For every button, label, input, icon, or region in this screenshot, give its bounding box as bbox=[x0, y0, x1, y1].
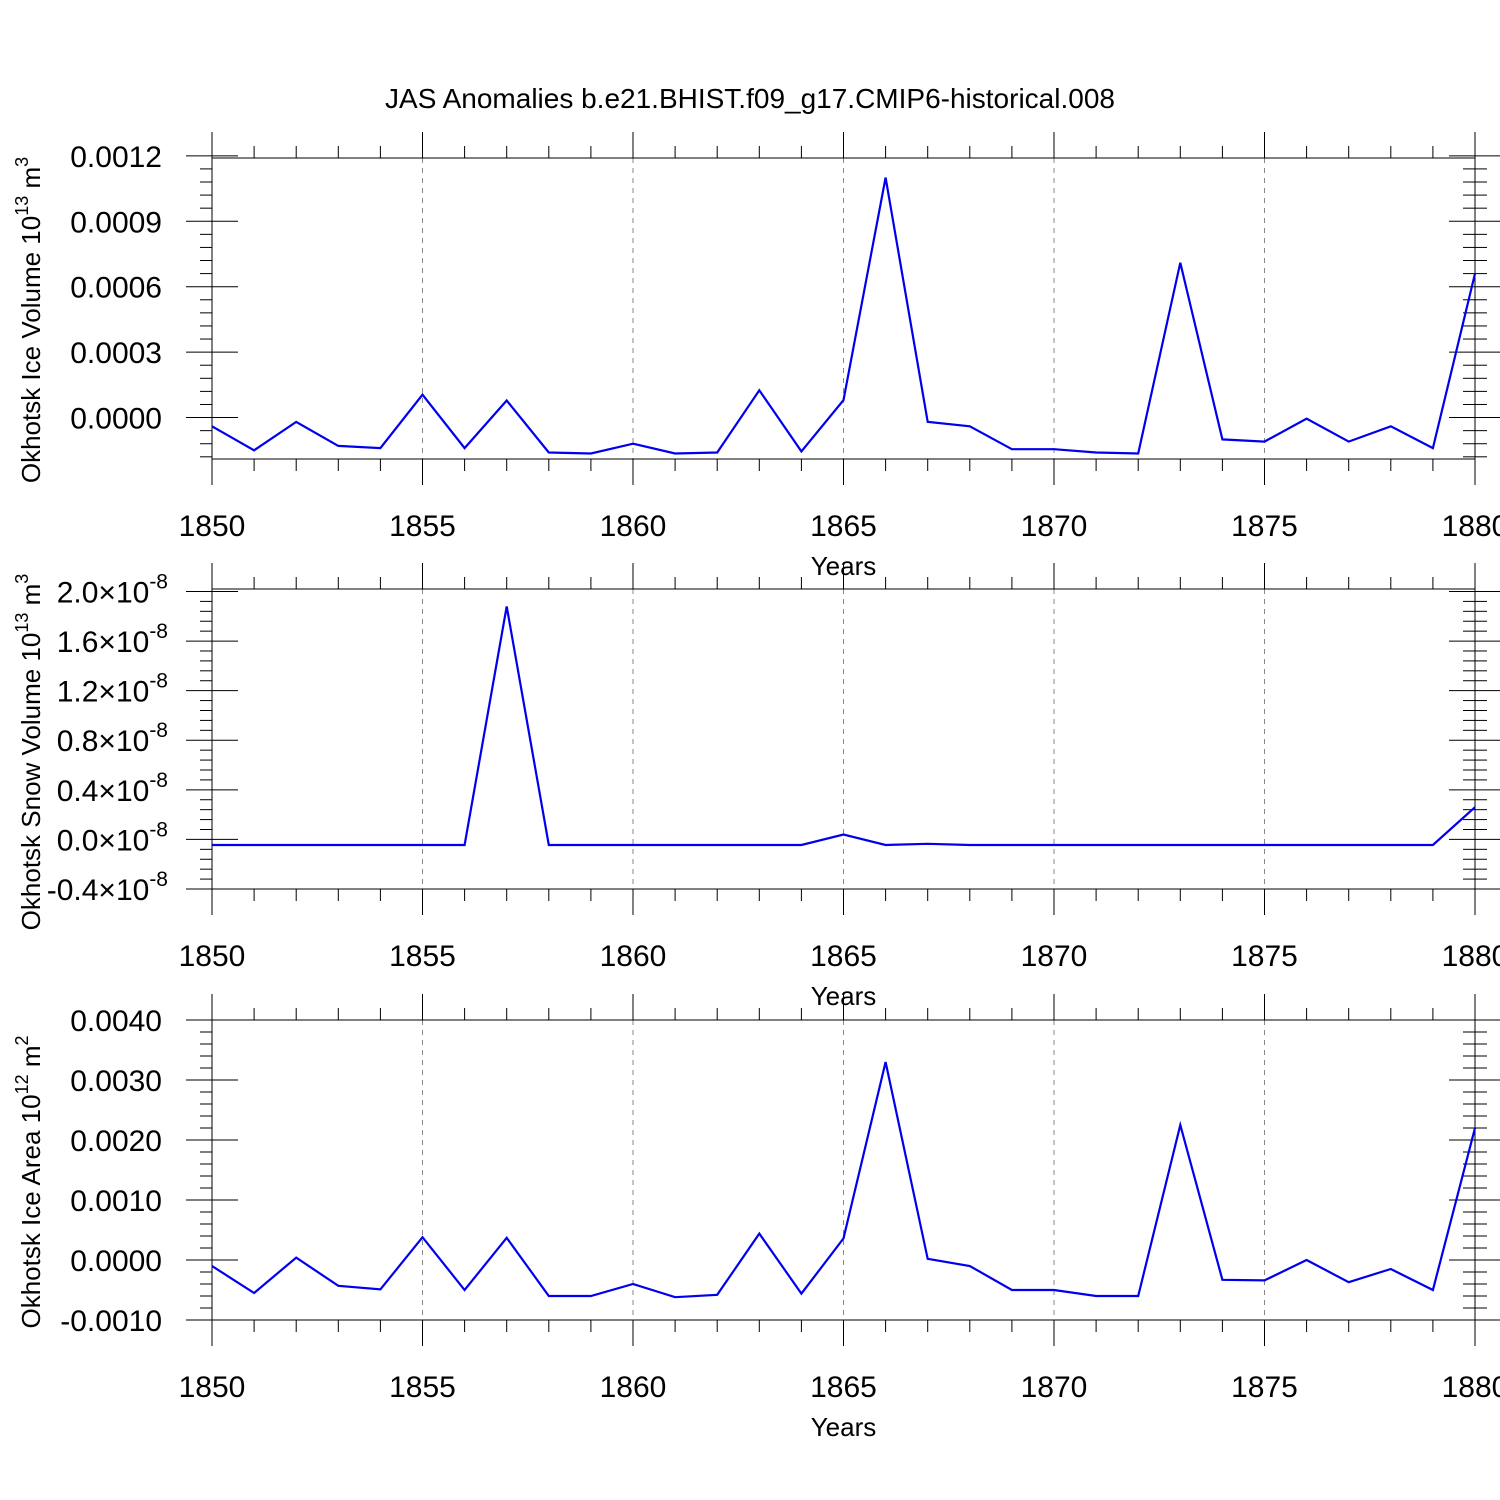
y-tick-exponent: -8 bbox=[149, 620, 168, 643]
y-tick-label: 1.2×10-8 bbox=[57, 670, 168, 709]
y-tick-label: 0.0020 bbox=[70, 1125, 162, 1158]
x-tick-label: 1850 bbox=[179, 940, 246, 973]
y-tick-label: 0.0×10-8 bbox=[57, 818, 168, 857]
figure-title: JAS Anomalies b.e21.BHIST.f09_g17.CMIP6-… bbox=[385, 83, 1115, 114]
y-tick-exponent: -8 bbox=[149, 670, 168, 693]
y-tick-base: ×10 bbox=[98, 725, 149, 758]
y-axis-title-text: Okhotsk Snow Volume bbox=[16, 662, 46, 931]
x-tick-label: 1875 bbox=[1231, 510, 1298, 543]
x-tick-label: 1855 bbox=[389, 510, 456, 543]
y-tick-mantissa: 2.0 bbox=[57, 576, 99, 609]
x-tick-label: 1880 bbox=[1442, 1371, 1500, 1404]
y-axis-title: Okhotsk Snow Volume 1013 m3 bbox=[12, 574, 46, 931]
x-tick-label: 1855 bbox=[389, 940, 456, 973]
x-tick-label: 1860 bbox=[600, 510, 667, 543]
y-tick-exponent: -8 bbox=[149, 818, 168, 841]
x-tick-label: 1875 bbox=[1231, 1371, 1298, 1404]
y-axis-title-text: Okhotsk Ice Area bbox=[16, 1123, 46, 1328]
x-tick-label: 1850 bbox=[179, 510, 246, 543]
y-axis-title: Okhotsk Ice Area 1012 m2 bbox=[12, 1035, 46, 1328]
y-tick-exponent: -8 bbox=[149, 719, 168, 742]
y-tick-exponent: -8 bbox=[149, 769, 168, 792]
y-tick-exponent: -8 bbox=[149, 868, 168, 891]
chart-snow-volume: 1850185518601865187018751880Years-0.4×10… bbox=[12, 563, 1500, 1011]
y-tick-base: ×10 bbox=[98, 576, 149, 609]
y-tick-exponent: -8 bbox=[149, 570, 168, 593]
y-axis-unit-symbol: m bbox=[16, 584, 46, 613]
x-tick-label: 1855 bbox=[389, 1371, 456, 1404]
y-tick-label: 0.0006 bbox=[70, 272, 162, 305]
y-tick-mantissa: 1.6 bbox=[57, 626, 99, 659]
x-tick-label: 1865 bbox=[810, 1371, 877, 1404]
y-axis-unit-exponent: 13 bbox=[12, 196, 32, 216]
y-tick-label: -0.4×10-8 bbox=[47, 868, 168, 907]
y-tick-label: -0.0010 bbox=[60, 1305, 162, 1338]
y-axis-unit-symbol-exponent: 3 bbox=[12, 157, 32, 167]
x-tick-label: 1860 bbox=[600, 940, 667, 973]
x-tick-label: 1865 bbox=[810, 940, 877, 973]
x-tick-label: 1875 bbox=[1231, 940, 1298, 973]
y-axis-unit-symbol: m bbox=[16, 167, 46, 196]
y-tick-label: 0.0030 bbox=[70, 1065, 162, 1098]
y-tick-label: 0.4×10-8 bbox=[57, 769, 168, 808]
x-tick-label: 1850 bbox=[179, 1371, 246, 1404]
y-tick-mantissa: 0.8 bbox=[57, 725, 99, 758]
y-tick-mantissa: 0.0 bbox=[57, 824, 99, 857]
y-tick-base: ×10 bbox=[98, 874, 149, 907]
y-tick-base: ×10 bbox=[98, 775, 149, 808]
x-tick-label: 1870 bbox=[1021, 510, 1088, 543]
panels: 1850 1855 1860 1865 1870 1875 1880 Years 0.0000 0… bbox=[12, 132, 1500, 1442]
y-axis-unit-symbol: m bbox=[16, 1045, 46, 1074]
x-tick-label: 1870 bbox=[1021, 940, 1088, 973]
chart-ice-area: 1850 1855 1860 1865 1870 1875 1880 Years -0.0010… bbox=[12, 994, 1500, 1442]
y-tick-mantissa: 0.4 bbox=[57, 775, 99, 808]
y-tick-mantissa: 1.2 bbox=[57, 676, 99, 709]
y-axis-title-text: Okhotsk Ice Volume bbox=[16, 245, 46, 483]
y-tick-mantissa: -0.4 bbox=[47, 874, 99, 907]
y-tick-base: ×10 bbox=[98, 626, 149, 659]
series-line bbox=[211, 177, 1477, 455]
x-tick-label: 1880 bbox=[1442, 940, 1500, 973]
y-tick-label: 0.0010 bbox=[70, 1185, 162, 1218]
series-line bbox=[211, 1061, 1477, 1299]
y-tick-label: 0.0000 bbox=[70, 1245, 162, 1278]
y-axis-title: Okhotsk Ice Volume 1013 m3 bbox=[12, 157, 46, 483]
y-tick-base: ×10 bbox=[98, 824, 149, 857]
y-axis-unit-base: 10 bbox=[16, 1094, 46, 1123]
x-tick-label: 1865 bbox=[810, 510, 877, 543]
x-tick-label: 1870 bbox=[1021, 1371, 1088, 1404]
y-tick-label: 0.8×10-8 bbox=[57, 719, 168, 758]
x-tick-label: 1860 bbox=[600, 1371, 667, 1404]
y-tick-label: 2.0×10-8 bbox=[57, 570, 168, 609]
x-tick-label: 1880 bbox=[1442, 510, 1500, 543]
y-tick-label: 0.0003 bbox=[70, 337, 162, 370]
y-tick-base: ×10 bbox=[98, 676, 149, 709]
y-axis-unit-symbol-exponent: 2 bbox=[12, 1035, 32, 1045]
y-axis-unit-base: 10 bbox=[16, 633, 46, 662]
y-axis-unit-exponent: 12 bbox=[12, 1074, 32, 1094]
y-tick-label: 0.0009 bbox=[70, 206, 162, 239]
y-tick-label: 1.6×10-8 bbox=[57, 620, 168, 659]
y-axis-unit-symbol-exponent: 3 bbox=[12, 574, 32, 584]
y-axis-unit-base: 10 bbox=[16, 216, 46, 245]
x-axis-title: Years bbox=[811, 1412, 877, 1442]
y-tick-label: 0.0040 bbox=[70, 1005, 162, 1038]
y-tick-label: 0.0000 bbox=[70, 403, 162, 436]
series-line bbox=[212, 606, 1476, 847]
y-axis-unit-exponent: 13 bbox=[12, 613, 32, 633]
chart-ice-volume: 1850185518601865187018751880Years0.00000… bbox=[12, 132, 1500, 581]
y-tick-label: 0.0012 bbox=[70, 141, 162, 174]
